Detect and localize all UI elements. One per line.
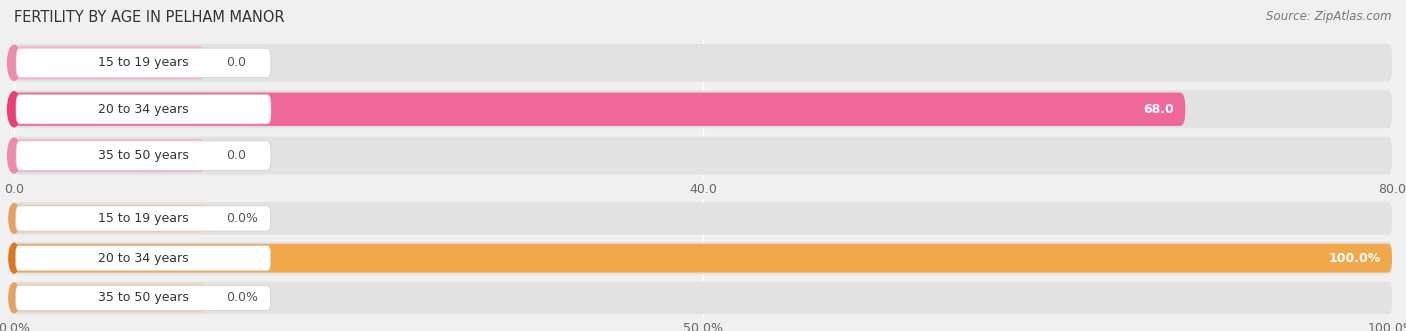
Text: Source: ZipAtlas.com: Source: ZipAtlas.com — [1267, 10, 1392, 23]
Circle shape — [7, 138, 21, 173]
Circle shape — [8, 243, 20, 273]
Circle shape — [7, 45, 21, 80]
FancyBboxPatch shape — [15, 285, 270, 310]
Text: 15 to 19 years: 15 to 19 years — [98, 212, 188, 225]
Circle shape — [7, 92, 21, 127]
FancyBboxPatch shape — [14, 139, 205, 172]
Text: 20 to 34 years: 20 to 34 years — [98, 103, 188, 116]
FancyBboxPatch shape — [14, 93, 1185, 126]
FancyBboxPatch shape — [14, 90, 1392, 128]
Text: 35 to 50 years: 35 to 50 years — [97, 291, 188, 305]
FancyBboxPatch shape — [15, 206, 270, 231]
FancyBboxPatch shape — [15, 246, 270, 271]
FancyBboxPatch shape — [14, 204, 205, 233]
FancyBboxPatch shape — [14, 244, 1392, 272]
FancyBboxPatch shape — [14, 242, 1392, 274]
FancyBboxPatch shape — [14, 282, 1392, 314]
FancyBboxPatch shape — [15, 48, 271, 77]
FancyBboxPatch shape — [14, 44, 1392, 82]
FancyBboxPatch shape — [14, 46, 205, 79]
Circle shape — [8, 283, 20, 313]
Text: 0.0%: 0.0% — [226, 212, 257, 225]
Circle shape — [8, 204, 20, 233]
Text: 0.0: 0.0 — [226, 149, 246, 162]
Text: 100.0%: 100.0% — [1329, 252, 1381, 265]
Text: 0.0%: 0.0% — [226, 291, 257, 305]
Text: 35 to 50 years: 35 to 50 years — [98, 149, 188, 162]
Text: 68.0: 68.0 — [1143, 103, 1174, 116]
FancyBboxPatch shape — [14, 284, 205, 312]
FancyBboxPatch shape — [14, 137, 1392, 174]
FancyBboxPatch shape — [14, 202, 1392, 235]
Text: 20 to 34 years: 20 to 34 years — [98, 252, 188, 265]
FancyBboxPatch shape — [15, 95, 271, 124]
Text: FERTILITY BY AGE IN PELHAM MANOR: FERTILITY BY AGE IN PELHAM MANOR — [14, 10, 284, 25]
Text: 0.0: 0.0 — [226, 56, 246, 70]
Text: 15 to 19 years: 15 to 19 years — [98, 56, 188, 70]
FancyBboxPatch shape — [15, 141, 271, 170]
